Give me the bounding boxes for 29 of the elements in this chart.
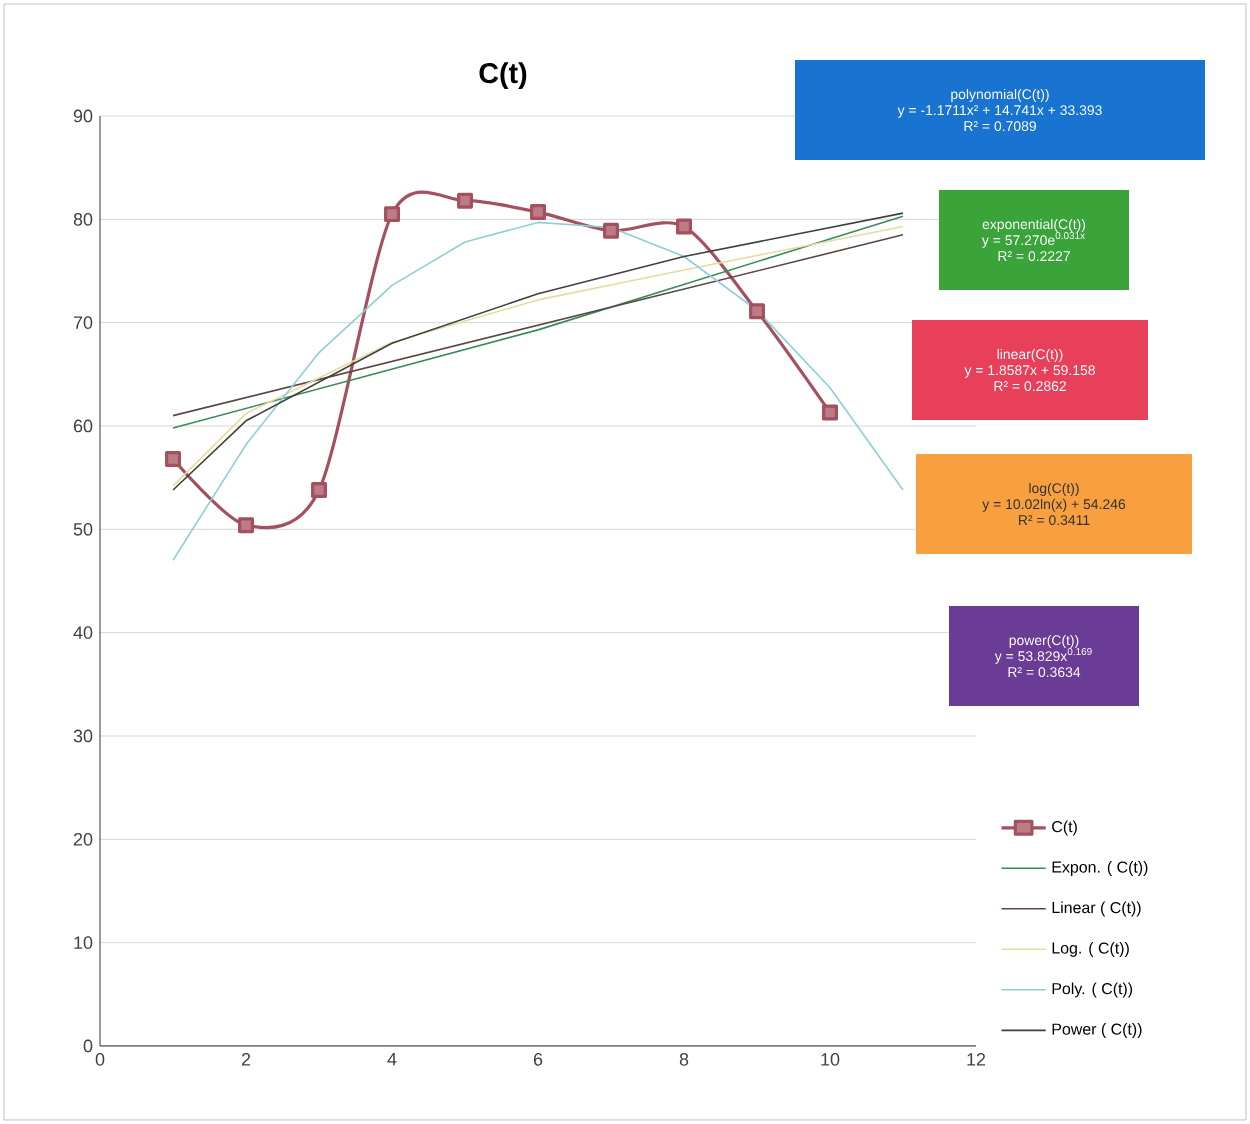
point (238, 517, 254, 534)
point (457, 192, 473, 209)
y-tick-label: 50 (73, 522, 93, 536)
x-tick-label: 12 (967, 1053, 986, 1066)
line-series (172, 221, 904, 562)
point (384, 206, 400, 223)
point (749, 303, 765, 320)
point (530, 204, 546, 221)
y-tick-label: 40 (73, 626, 93, 639)
y-tick-label: 30 (73, 729, 93, 743)
point (165, 451, 181, 468)
y-tick-label: 70 (73, 316, 93, 329)
y-tick-label: 60 (73, 419, 93, 433)
y-tick-label: 10 (74, 936, 93, 949)
x-tick-label: 4 (387, 1053, 397, 1066)
y-tick-label: 90 (73, 109, 93, 123)
chart-title: C(t) (479, 62, 527, 89)
x-tick-label: 8 (679, 1053, 689, 1066)
point (603, 222, 619, 239)
y-tick-label: 20 (73, 832, 93, 846)
x-tick-label: 6 (533, 1053, 543, 1066)
x-tick-label: 2 (241, 1053, 251, 1066)
y-tick-label: 80 (73, 212, 93, 226)
y-tick-label: 0 (83, 1039, 93, 1053)
x-tick-label: 10 (821, 1053, 840, 1066)
point (822, 404, 838, 421)
point (676, 218, 692, 235)
x-tick-label: 0 (95, 1053, 105, 1066)
point (311, 482, 327, 499)
